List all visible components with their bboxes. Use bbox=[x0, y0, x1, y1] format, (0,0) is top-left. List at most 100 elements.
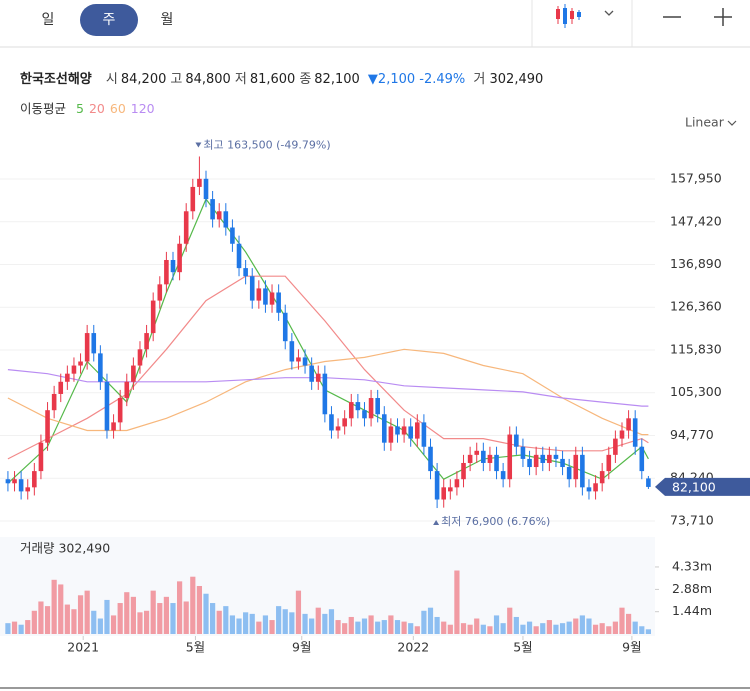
candle-body bbox=[335, 426, 341, 431]
candle-body bbox=[619, 430, 625, 439]
field-label: 고 bbox=[170, 72, 183, 87]
candle-body bbox=[296, 357, 301, 362]
y-tick-label: 105,300 bbox=[670, 384, 722, 399]
volume-bar bbox=[190, 576, 196, 634]
field-value: 81,600 bbox=[249, 72, 296, 87]
volume-bar bbox=[441, 621, 447, 634]
candle-body bbox=[586, 487, 592, 492]
volume-bar bbox=[110, 615, 117, 634]
volume-bar bbox=[256, 621, 262, 634]
volume-bar bbox=[361, 618, 368, 634]
candle-body bbox=[243, 268, 248, 277]
volume-bar bbox=[203, 593, 209, 634]
candle-body bbox=[421, 422, 427, 447]
candle-body bbox=[329, 414, 334, 431]
volume-bar bbox=[97, 618, 103, 634]
chevron[interactable] bbox=[727, 120, 737, 126]
candle-body bbox=[580, 454, 585, 488]
candle-body bbox=[368, 398, 374, 419]
volume-bar bbox=[493, 615, 500, 634]
candle-body bbox=[223, 211, 229, 228]
candle-body bbox=[414, 422, 420, 439]
x-tick-label: 9월 bbox=[292, 640, 311, 655]
volume-bar bbox=[216, 610, 222, 634]
candle-body bbox=[111, 422, 116, 431]
volume-tick-label: 2.88m bbox=[672, 581, 712, 596]
candle-body bbox=[646, 478, 651, 487]
y-tick-label: 94,770 bbox=[670, 427, 714, 442]
volume-bar bbox=[71, 609, 77, 634]
candle-body bbox=[626, 418, 631, 431]
volume-bar bbox=[342, 623, 348, 634]
volume-bar bbox=[520, 624, 526, 634]
legend-item: 120 bbox=[130, 101, 155, 116]
volume-bar bbox=[573, 618, 579, 634]
y-tick-label: 147,420 bbox=[670, 213, 722, 228]
legend-title: 이동평균 bbox=[20, 101, 67, 116]
candle-body bbox=[58, 381, 64, 394]
candle-body bbox=[461, 462, 466, 480]
candle-body bbox=[355, 402, 361, 411]
volume-bar bbox=[196, 585, 203, 634]
volume-bar bbox=[388, 615, 394, 634]
tab[interactable]: 월 bbox=[161, 12, 174, 28]
tab[interactable]: 일 bbox=[42, 12, 55, 28]
x-tick-label: 2022 bbox=[397, 640, 429, 655]
volume-bar bbox=[460, 623, 467, 634]
volume-bar bbox=[348, 616, 354, 634]
tab-selected-bg[interactable] bbox=[80, 4, 138, 36]
candle-body bbox=[500, 471, 506, 480]
tab-selected[interactable]: 주 bbox=[103, 12, 116, 28]
candle-body bbox=[183, 211, 189, 244]
candle-body bbox=[302, 357, 308, 366]
scale-mode[interactable]: Linear bbox=[685, 115, 725, 130]
volume-bar bbox=[447, 624, 453, 634]
candle-body bbox=[144, 333, 149, 350]
field-value: 84,200 bbox=[120, 72, 167, 87]
candle-body bbox=[131, 365, 136, 382]
volume-bar bbox=[500, 623, 506, 634]
candle-body bbox=[216, 211, 222, 220]
change: ▼2,100 -2.49% bbox=[367, 72, 466, 87]
volume-bar bbox=[276, 606, 282, 634]
volume-bar bbox=[612, 621, 618, 634]
candle-body bbox=[190, 186, 196, 212]
volume-bar bbox=[454, 570, 460, 634]
candle-body bbox=[560, 458, 565, 468]
candle-body bbox=[481, 450, 486, 463]
chevron[interactable] bbox=[604, 10, 614, 16]
volume-bar bbox=[249, 613, 255, 634]
zoom-in[interactable] bbox=[714, 8, 732, 26]
volume-bar bbox=[44, 606, 51, 634]
candle-body bbox=[5, 479, 11, 484]
y-tick-label: 126,360 bbox=[670, 299, 722, 314]
candle-body bbox=[25, 487, 31, 492]
volume-bar bbox=[632, 621, 638, 634]
candle-body bbox=[12, 479, 17, 484]
candle-body bbox=[84, 333, 90, 362]
candle-body bbox=[381, 414, 387, 443]
candle-body bbox=[91, 333, 97, 354]
candle-body bbox=[269, 292, 275, 305]
volume-bar bbox=[408, 623, 414, 634]
candle-body bbox=[104, 381, 110, 431]
volume-bar bbox=[467, 624, 473, 634]
candle-body bbox=[553, 454, 559, 459]
candle-body bbox=[632, 418, 638, 447]
volume-bar bbox=[322, 613, 328, 634]
candle-body bbox=[533, 454, 539, 468]
change-value: 2,100 -2.49% bbox=[377, 72, 466, 87]
field-value: 82,100 bbox=[314, 72, 360, 87]
candle-body bbox=[203, 178, 209, 200]
volume-bar bbox=[579, 615, 585, 634]
volume-bar bbox=[269, 620, 275, 634]
volume-bar bbox=[394, 620, 401, 634]
volume-bar bbox=[58, 584, 64, 634]
chart-type-icon[interactable] bbox=[556, 4, 581, 28]
volume-bar bbox=[130, 596, 136, 634]
volume-bar bbox=[507, 607, 513, 634]
candle-body bbox=[289, 341, 295, 362]
volume-bar bbox=[421, 610, 427, 634]
candle-body bbox=[18, 479, 24, 492]
candle-body bbox=[408, 426, 413, 439]
